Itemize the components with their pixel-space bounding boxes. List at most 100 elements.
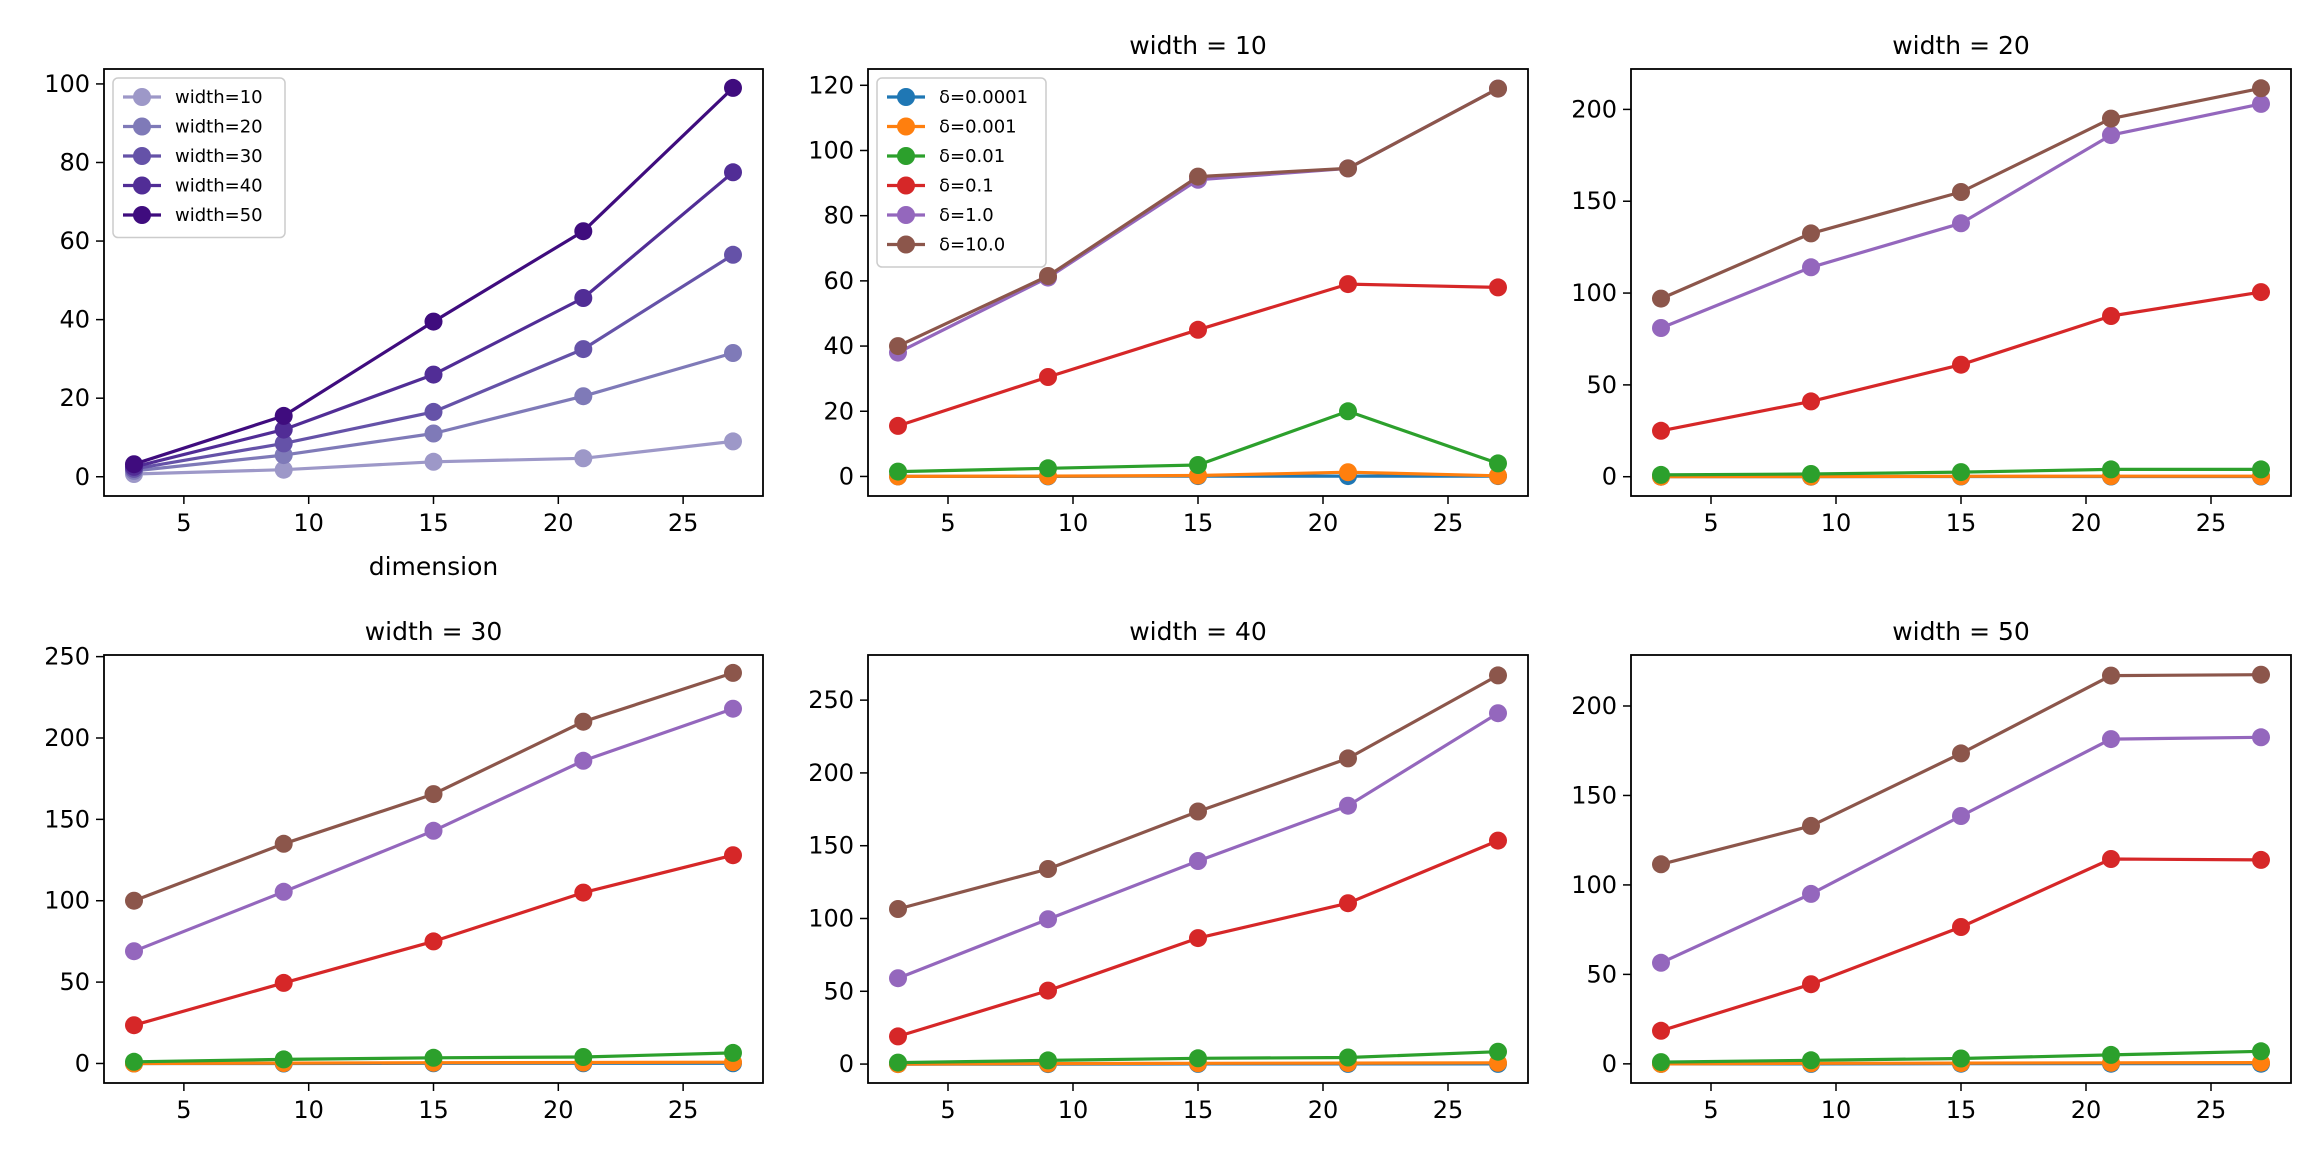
x-tick-label: 10: [1821, 509, 1852, 537]
subplot-6: 5 10 15 20 25 0 50 100 150 200 width = 50: [1571, 617, 2292, 1124]
data-point: [1652, 1053, 1670, 1072]
data-point: [724, 78, 742, 97]
data-point: [1489, 278, 1507, 297]
data-point: [889, 969, 907, 988]
data-point: [1339, 463, 1357, 482]
data-point: [2252, 283, 2270, 302]
data-point: [2102, 307, 2120, 325]
y-tick-label: 60: [823, 267, 854, 295]
data-point: [1802, 816, 1820, 835]
legend-swatch-marker: [897, 117, 915, 136]
data-point: [724, 1043, 742, 1062]
data-point: [1489, 666, 1507, 685]
y-tick-label: 40: [59, 306, 90, 334]
series-line-6: [1660, 673, 2262, 866]
data-point: [274, 406, 293, 425]
y-tick-label: 80: [59, 148, 90, 176]
y-tick-label: 60: [59, 227, 90, 255]
data-point: [1489, 831, 1507, 850]
y-tick-label: 0: [839, 462, 854, 490]
data-point: [889, 416, 907, 435]
data-point: [2252, 1042, 2270, 1061]
y-tick-label: 0: [75, 1049, 90, 1077]
subplot-title: width = 10: [1129, 31, 1267, 60]
legend-box: [112, 77, 286, 239]
data-point: [2252, 665, 2270, 684]
x-tick-label: 5: [176, 509, 191, 537]
data-point: [2102, 730, 2120, 749]
subplot-title: width = 30: [365, 617, 503, 646]
y-tick-label: 20: [823, 397, 854, 425]
data-point: [424, 365, 443, 384]
data-point: [1952, 463, 1970, 482]
x-tick-label: 5: [1703, 1096, 1718, 1124]
data-point: [1039, 267, 1057, 285]
series-line-6: [897, 674, 1499, 911]
data-point: [1189, 320, 1207, 339]
x-tick-label: 5: [940, 509, 955, 537]
x-tick-label: 15: [1183, 509, 1214, 537]
x-tick-label: 15: [418, 509, 449, 537]
data-point: [1652, 1021, 1670, 1040]
legend-swatch-marker: [897, 88, 915, 106]
data-point: [574, 883, 593, 902]
y-tick-label: 200: [808, 759, 854, 787]
y-tick-label: 150: [808, 832, 854, 860]
legend-swatch-marker: [897, 235, 915, 254]
data-point: [889, 1027, 907, 1046]
data-point: [574, 387, 593, 406]
data-point: [274, 420, 293, 439]
data-point: [2102, 1045, 2120, 1064]
y-tick-label: 200: [1571, 95, 1617, 123]
legend-swatch-marker: [133, 88, 151, 106]
x-tick-label: 20: [2071, 509, 2102, 537]
data-point: [1189, 456, 1207, 474]
data-point: [1652, 855, 1670, 874]
data-point: [574, 712, 593, 731]
data-point: [1339, 402, 1357, 421]
legend-swatch-marker: [133, 147, 151, 165]
y-tick-label: 150: [1571, 187, 1617, 215]
legend-swatch-marker: [897, 176, 915, 195]
data-point: [424, 785, 443, 804]
data-point: [424, 312, 443, 331]
data-point: [724, 432, 742, 451]
data-point: [1189, 1049, 1207, 1068]
x-tick-label: 20: [2071, 1096, 2102, 1124]
x-tick-label: 25: [668, 509, 699, 537]
legend-swatch-marker: [133, 176, 151, 195]
data-point: [2252, 728, 2270, 747]
y-tick-label: 50: [823, 977, 854, 1005]
data-point: [424, 424, 443, 443]
data-point: [724, 344, 742, 362]
x-tick-label: 25: [2196, 509, 2227, 537]
data-point: [274, 882, 293, 901]
subplot-title: width = 40: [1129, 617, 1267, 646]
x-tick-label: 20: [1308, 1096, 1339, 1124]
y-tick-label: 150: [44, 805, 90, 833]
data-point: [1039, 910, 1057, 929]
data-point: [574, 449, 593, 468]
legend: δ=0.0001 δ=0.001 δ=0.01 δ=0.1 δ=1.0 δ=10.0: [876, 77, 1047, 268]
legend: width=10 width=20 width=30 width=40 width=50: [112, 77, 286, 239]
data-point: [1339, 275, 1357, 294]
axes-frame: [1630, 68, 2292, 497]
legend-label: width=40: [175, 176, 263, 197]
data-point: [1039, 368, 1057, 386]
legend-label: δ=0.1: [939, 176, 994, 197]
x-tick-label: 5: [940, 1096, 955, 1124]
plot-area: [889, 666, 1507, 1074]
x-tick-label: 25: [1433, 509, 1464, 537]
data-point: [424, 1048, 443, 1067]
x-tick-label: 25: [668, 1096, 699, 1124]
data-point: [1339, 1048, 1357, 1067]
y-tick-label: 0: [75, 463, 90, 491]
x-tick-label: 15: [1946, 509, 1977, 537]
data-point: [724, 699, 742, 718]
y-tick-label: 100: [808, 136, 854, 164]
data-point: [1339, 894, 1357, 913]
data-point: [1952, 355, 1970, 374]
data-point: [1039, 860, 1057, 878]
data-point: [125, 1016, 143, 1035]
data-point: [1652, 953, 1670, 972]
